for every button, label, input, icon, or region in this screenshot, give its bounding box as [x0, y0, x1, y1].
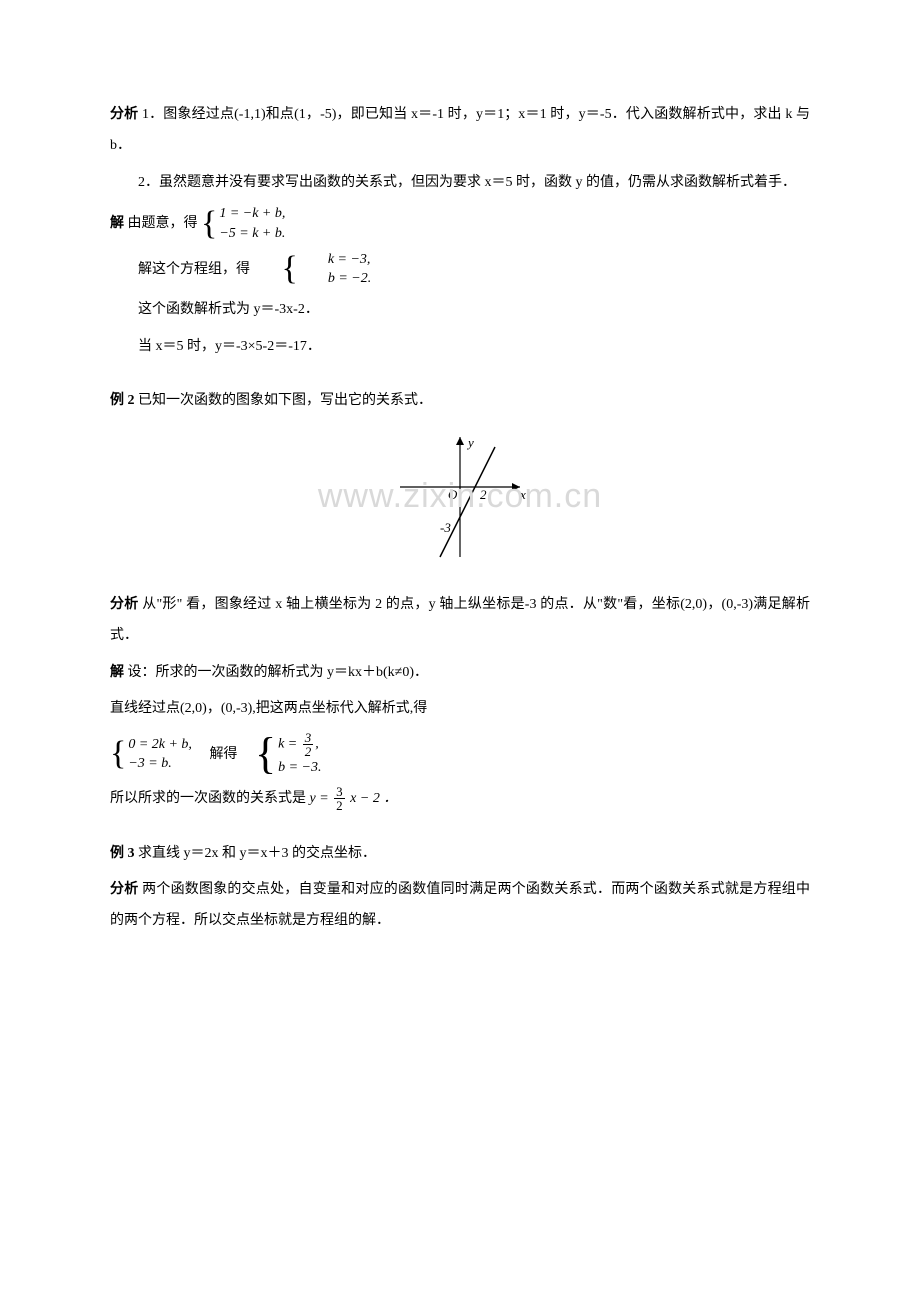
label-analysis: 分析 — [110, 882, 138, 897]
final-relation: 所以所求的一次函数的关系式是 y = 32 x − 2 ． — [110, 784, 810, 815]
eq-line: b = −3. — [278, 758, 321, 778]
eq-line: k = 32, — [278, 731, 321, 758]
label-example: 例 2 — [110, 393, 135, 408]
solution-line: 解 由题意，得 { 1 = −k + b, −5 = k + b. — [110, 204, 810, 243]
text: 设：所求的一次函数的解析式为 y＝kx＋b(k≠0)． — [124, 665, 428, 680]
origin-label: O — [448, 487, 458, 502]
analysis-2: 2．虽然题意并没有要求写出函数的关系式，但因为要求 x＝5 时，函数 y 的值，… — [110, 168, 810, 199]
text: 所以所求的一次函数的关系式是 — [110, 791, 310, 806]
equation-system-4: { k = 32, b = −3. — [255, 731, 322, 778]
equation-row: { 0 = 2k + b, −3 = b. 解得 { k = 32, b = −… — [110, 731, 810, 778]
text: 从"形" 看，图象经过 x 轴上横坐标为 2 的点，y 轴上纵坐标是-3 的点．… — [110, 597, 810, 643]
eq-line: −3 = b. — [128, 754, 192, 774]
analysis-ex2: 分析 从"形" 看，图象经过 x 轴上横坐标为 2 的点，y 轴上纵坐标是-3 … — [110, 590, 810, 652]
y-axis-label: y — [466, 435, 474, 450]
graph-figure: www.zixin.com.cn y x O 2 -3 — [110, 427, 810, 580]
solve-label: 解得 — [209, 747, 237, 762]
analysis-1: 分析 1．图象经过点(-1,1)和点(1，-5)，即已知当 x＝-1 时，y＝1… — [110, 100, 810, 162]
equation-system-2: { k = −3, b = −2. — [254, 250, 372, 289]
text: 求直线 y＝2x 和 y＝x＋3 的交点坐标． — [135, 846, 377, 861]
eq-line: −5 = k + b. — [219, 224, 285, 244]
eq-line: b = −2. — [300, 269, 371, 289]
eq-line: 0 = 2k + b, — [128, 735, 192, 755]
text: 由题意，得 — [124, 216, 198, 231]
x-axis-label: x — [519, 487, 526, 502]
text: 两个函数图象的交点处，自变量和对应的函数值同时满足两个函数关系式．而两个函数关系… — [110, 882, 810, 928]
equation-system-3: { 0 = 2k + b, −3 = b. — [110, 735, 192, 774]
example-3: 例 3 求直线 y＝2x 和 y＝x＋3 的交点坐标． — [110, 839, 810, 870]
text: 解这个方程组，得 — [138, 261, 250, 276]
line-graph-svg: y x O 2 -3 — [380, 427, 540, 567]
solve-system: 解这个方程组，得 { k = −3, b = −2. — [110, 250, 810, 289]
solution-ex2: 解 设：所求的一次函数的解析式为 y＝kx＋b(k≠0)． — [110, 658, 810, 689]
label-solution: 解 — [110, 665, 124, 680]
eq-line: 1 = −k + b, — [219, 204, 285, 224]
substitute-points: 直线经过点(2,0)，(0,-3),把这两点坐标代入解析式,得 — [110, 694, 810, 725]
y-tick-neg3: -3 — [440, 520, 451, 535]
text: 已知一次函数的图象如下图，写出它的关系式． — [135, 393, 433, 408]
x-tick-2: 2 — [480, 487, 487, 502]
substitution-result: 当 x＝5 时，y＝-3×5-2＝-17． — [110, 332, 810, 363]
label-solution: 解 — [110, 216, 124, 231]
text: 1．图象经过点(-1,1)和点(1，-5)，即已知当 x＝-1 时，y＝1；x＝… — [110, 107, 810, 153]
label-analysis: 分析 — [110, 107, 138, 122]
example-2: 例 2 已知一次函数的图象如下图，写出它的关系式． — [110, 386, 810, 417]
label-analysis: 分析 — [110, 597, 138, 612]
eq-line: k = −3, — [300, 250, 371, 270]
label-example: 例 3 — [110, 846, 135, 861]
equation-system-1: { 1 = −k + b, −5 = k + b. — [201, 204, 285, 243]
analysis-ex3: 分析 两个函数图象的交点处，自变量和对应的函数值同时满足两个函数关系式．而两个函… — [110, 875, 810, 937]
result-expression: 这个函数解析式为 y＝-3x-2． — [110, 295, 810, 326]
